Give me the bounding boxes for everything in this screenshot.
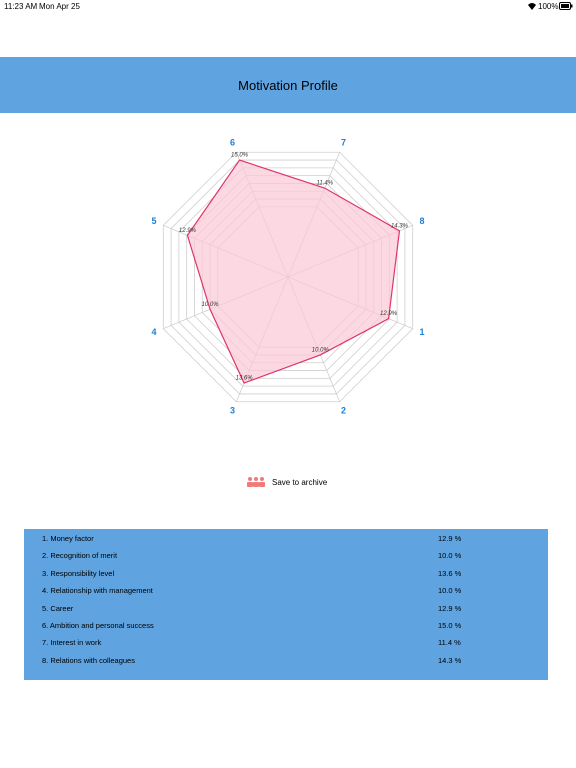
factor-name: 2. Recognition of merit	[42, 551, 118, 561]
factor-value: 12.9 %	[438, 534, 462, 543]
axis-label: 5	[152, 216, 157, 226]
factor-value: 12.9 %	[438, 603, 462, 613]
header-title: Motivation Profile	[238, 77, 338, 93]
table-row: 2. Recognition of merit 10.0 %	[24, 551, 548, 563]
table-row: 1. Money factor 12.9 %	[24, 534, 548, 546]
factor-value: 14.3 %	[438, 655, 462, 665]
factor-value: 13.6 %	[438, 568, 462, 578]
value-label: 14.3%	[391, 223, 409, 229]
save-icon	[247, 477, 265, 487]
factor-value: 10.0 %	[438, 586, 462, 596]
factor-name: 4. Relationship with management	[42, 586, 153, 596]
save-label: Save to archive	[272, 477, 328, 487]
axis-label: 8	[419, 216, 424, 226]
factor-name: 8. Relations with colleagues	[42, 655, 135, 665]
axis-label: 4	[152, 327, 157, 337]
factor-name: 7. Interest in work	[42, 638, 102, 648]
grid-ring	[162, 151, 414, 403]
table-row: 4. Relationship with management 10.0 %	[24, 586, 548, 598]
value-label: 10.0%	[312, 348, 330, 354]
value-label: 15.0%	[231, 153, 249, 159]
table-row: 7. Interest in work 11.4 %	[24, 638, 548, 650]
time: 11:23 AM	[4, 2, 38, 11]
table-row: 8. Relations with colleagues 14.3 %	[24, 656, 548, 668]
factor-name: 1. Money factor	[42, 534, 94, 543]
battery-icon	[559, 2, 573, 10]
factor-name: 5. Career	[42, 603, 74, 613]
factor-name: 6. Ambition and personal success	[42, 621, 154, 630]
data-area	[186, 159, 401, 384]
table-row: 6. Ambition and personal success 15.0 %	[24, 621, 548, 633]
axis-label: 3	[230, 405, 235, 415]
factor-value: 11.4 %	[438, 638, 461, 648]
axis-label: 6	[230, 137, 235, 147]
header: Motivation Profile	[0, 57, 576, 113]
value-label: 13.6%	[236, 376, 254, 382]
factor-value: 10.0 %	[438, 551, 462, 561]
axis-label: 2	[341, 405, 346, 415]
factor-name: 3. Responsibility level	[42, 568, 115, 578]
results-table: 1. Money factor 12.9 % 2. Recognition of m…	[24, 529, 548, 680]
axis-label: 1	[419, 327, 424, 337]
factor-value: 15.0 %	[438, 621, 462, 630]
value-label: 11.4%	[317, 181, 334, 187]
date: Mon Apr 25	[39, 2, 80, 11]
table-row: 3. Responsibility level 13.6 %	[24, 569, 548, 581]
table-row: 5. Career 12.9 %	[24, 604, 548, 616]
save-button[interactable]: Save to archive	[246, 476, 327, 488]
value-label: 12.9%	[380, 311, 398, 317]
wifi-icon	[528, 3, 536, 10]
axis-label: 7	[341, 137, 346, 147]
value-label: 12.9%	[179, 228, 197, 234]
radar-chart: 1 2 3 4 5 6 7 8 12.9% 10.0% 13.6% 10.0% 12.9% 15.0% 11…	[152, 137, 425, 415]
status-bar: 11:23 AM Mon Apr 25 100%	[0, 0, 576, 14]
value-label: 10.0%	[202, 302, 220, 308]
battery-level: 100%	[538, 2, 559, 11]
